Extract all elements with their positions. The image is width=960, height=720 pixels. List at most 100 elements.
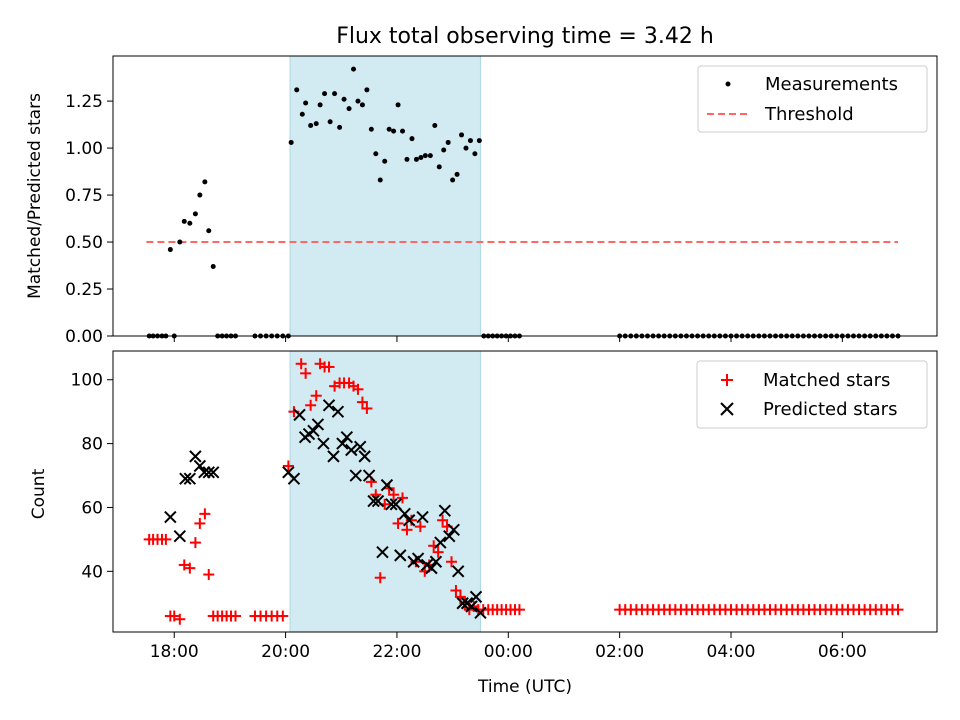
measurement-point — [210, 263, 216, 269]
x-axis-label: Time (UTC) — [477, 677, 572, 697]
bottom-legend-box — [696, 360, 928, 429]
x-tick-label: 22:00 — [372, 642, 421, 662]
measurement-point — [476, 138, 482, 144]
matched-star-point — [168, 610, 180, 622]
predicted-star-point — [287, 472, 301, 485]
bottom-ticks: 18:00 20:00 22:00 00:00 02:00 04:00 06:00 40 60 8… — [71, 371, 867, 662]
predicted-star-point — [173, 529, 187, 543]
predicted-star-point — [371, 494, 385, 508]
measurement-point — [467, 138, 473, 144]
predicted-star-point — [311, 418, 325, 431]
bottom-ylabel: Count — [29, 468, 49, 519]
y-tick-label: 0.00 — [65, 327, 103, 347]
predicted-star-point — [322, 399, 336, 412]
matched-star-point — [432, 546, 444, 558]
matched-star-point — [352, 383, 364, 395]
y-tick-label: 1.25 — [65, 92, 103, 112]
measurement-point — [181, 218, 187, 224]
matched-star-point — [184, 562, 196, 574]
measurement-point — [368, 126, 374, 132]
figure-title: Flux total observing time = 3.42 h — [336, 24, 714, 49]
top-ticks: 0.00 0.25 0.50 0.75 1.00 1.25 — [65, 92, 843, 347]
matched-star-point — [356, 396, 368, 408]
matched-star-point — [397, 492, 409, 504]
matched-star-point — [295, 358, 307, 370]
matched-star-point — [229, 610, 241, 622]
matched-star-point — [194, 517, 206, 529]
measurement-point — [355, 98, 361, 104]
legend-measurements-label: Measurements — [765, 74, 898, 95]
measurement-point — [364, 87, 370, 93]
top-legend: Measurements Threshold — [697, 65, 928, 133]
predicted-star-point — [465, 600, 478, 613]
predicted-star-point — [345, 443, 358, 457]
matched-star-point — [392, 517, 404, 529]
matched-star-point — [323, 361, 335, 373]
measurement-point — [382, 158, 388, 164]
predicted-star-point — [183, 472, 197, 485]
measurement-point — [322, 91, 328, 97]
predicted-star-point — [398, 507, 411, 521]
measurement-point — [409, 136, 415, 142]
matched-star-point — [374, 572, 386, 584]
measurement-point — [299, 111, 305, 117]
top-legend-box — [697, 65, 928, 133]
legend-predicted-label: Predicted stars — [763, 399, 897, 420]
matched-star-point — [446, 556, 458, 568]
matched-star-point — [203, 569, 215, 581]
predicted-star-point — [349, 469, 362, 482]
measurement-point — [202, 179, 208, 185]
bottom-axes-frame — [112, 350, 938, 633]
matched-star-point — [174, 613, 186, 625]
predicted-star-point — [438, 504, 452, 517]
x-tick-label: 02:00 — [595, 642, 644, 662]
measurement-point — [472, 151, 478, 157]
predicted-star-point — [293, 408, 306, 422]
bottom-legend: Matched stars Predicted stars — [696, 360, 928, 429]
x-tick-label: 06:00 — [818, 642, 867, 662]
measurement-point — [454, 171, 460, 177]
predicted-star-point — [189, 450, 202, 463]
predicted-star-point — [385, 498, 398, 511]
measurement-point — [346, 106, 352, 112]
predicted-star-point — [456, 597, 469, 610]
matched-star-point — [361, 402, 373, 414]
measurement-point — [294, 87, 300, 93]
predicted-star-point — [202, 466, 215, 479]
legend-predicted-marker — [720, 402, 734, 416]
y-tick-label: 40 — [81, 562, 103, 582]
measurement-point — [445, 139, 451, 145]
predicted-star-point — [411, 552, 425, 565]
predicted-star-point — [336, 437, 349, 450]
bottom-panel: 18:00 20:00 22:00 00:00 02:00 04:00 06:00 40 60 8… — [29, 350, 938, 697]
x-tick-label: 18:00 — [150, 642, 199, 662]
matched-star-point — [189, 537, 201, 549]
measurement-point — [395, 102, 401, 108]
measurement-point — [337, 124, 343, 130]
predicted-star-point — [193, 459, 207, 473]
predicted-star-point — [402, 514, 416, 527]
predicted-star-point — [358, 450, 371, 463]
bottom-shaded-region — [289, 350, 481, 633]
matched-star-point — [305, 399, 317, 411]
measurement-point — [386, 126, 392, 132]
predicted-star-point — [340, 431, 354, 444]
predicted-star-point — [317, 437, 330, 450]
predicted-star-point — [367, 494, 380, 508]
measurement-point — [206, 228, 212, 234]
measurement-point — [441, 147, 447, 153]
measurement-point — [341, 96, 347, 102]
measurement-point — [351, 66, 357, 72]
measurement-point — [459, 132, 465, 138]
y-tick-label: 0.75 — [65, 186, 103, 206]
matched-star-point — [405, 514, 417, 526]
matched-star-point — [892, 604, 904, 616]
measurement-point — [422, 153, 428, 159]
predicted-star-point — [164, 510, 177, 524]
measurement-point — [377, 177, 383, 183]
predicted-star-point — [376, 545, 389, 559]
predicted-star-point — [307, 424, 320, 438]
matched-star-point — [414, 521, 426, 533]
measurement-point — [313, 121, 319, 127]
x-tick-label: 20:00 — [261, 642, 310, 662]
